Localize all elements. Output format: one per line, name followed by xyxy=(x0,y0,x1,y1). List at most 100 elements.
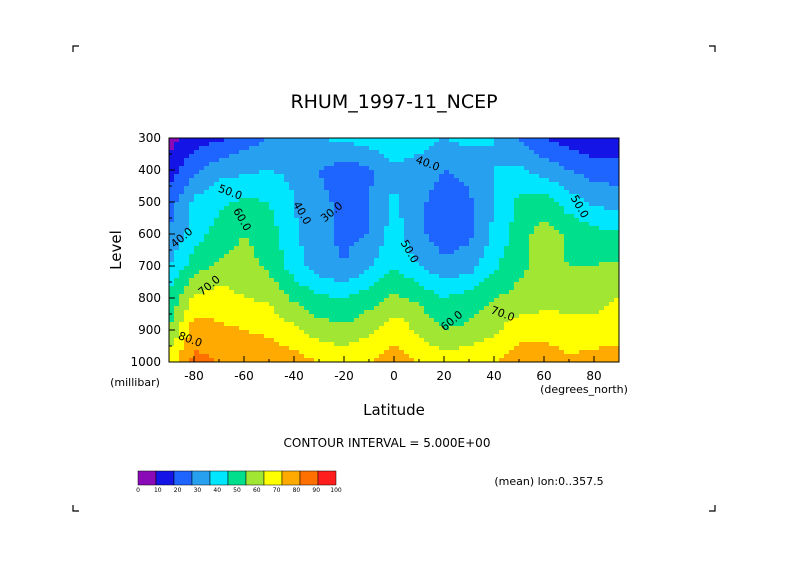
heatmap-cell xyxy=(189,218,195,223)
heatmap-cell xyxy=(434,322,440,327)
heatmap-cell xyxy=(404,330,410,335)
heatmap-cell xyxy=(289,346,295,351)
heatmap-cell xyxy=(359,354,365,359)
heatmap-cell xyxy=(579,154,585,159)
heatmap-cell xyxy=(614,354,620,359)
heatmap-cell xyxy=(259,282,265,287)
heatmap-cell xyxy=(354,178,360,183)
heatmap-cell xyxy=(424,198,430,203)
heatmap-cell xyxy=(214,346,220,351)
heatmap-cell xyxy=(354,334,360,339)
heatmap-cell xyxy=(454,190,460,195)
heatmap-cell xyxy=(549,146,555,151)
heatmap-cell xyxy=(359,306,365,311)
heatmap-cell xyxy=(254,294,260,299)
heatmap-cell xyxy=(594,182,600,187)
heatmap-cell xyxy=(614,330,620,335)
heatmap-cell xyxy=(429,346,435,351)
heatmap-cell xyxy=(404,294,410,299)
heatmap-cell xyxy=(474,274,480,279)
heatmap-cell xyxy=(179,210,185,215)
heatmap-cell xyxy=(449,214,455,219)
heatmap-cell xyxy=(444,170,450,175)
heatmap-cell xyxy=(324,318,330,323)
heatmap-cell xyxy=(544,174,550,179)
heatmap-cell xyxy=(229,142,235,147)
heatmap-cell xyxy=(489,354,495,359)
heatmap-cell xyxy=(569,178,575,183)
heatmap-cell xyxy=(369,342,375,347)
heatmap-cell xyxy=(414,318,420,323)
heatmap-cell xyxy=(509,194,515,199)
heatmap-cell xyxy=(264,354,270,359)
heatmap-cell xyxy=(574,322,580,327)
heatmap-cell xyxy=(299,338,305,343)
heatmap-cell xyxy=(264,238,270,243)
heatmap-cell xyxy=(594,210,600,215)
heatmap-cell xyxy=(319,302,325,307)
heatmap-cell xyxy=(579,218,585,223)
heatmap-cell xyxy=(209,150,215,155)
heatmap-cell xyxy=(259,250,265,255)
heatmap-cell xyxy=(174,270,180,275)
heatmap-cell xyxy=(484,346,490,351)
heatmap-cell xyxy=(514,230,520,235)
heatmap-cell xyxy=(354,206,360,211)
heatmap-cell xyxy=(609,278,615,283)
heatmap-cell xyxy=(189,138,195,143)
heatmap-cell xyxy=(174,206,180,211)
heatmap-cell xyxy=(399,202,405,207)
heatmap-cell xyxy=(359,322,365,327)
heatmap-cell xyxy=(389,210,395,215)
heatmap-cell xyxy=(329,246,335,251)
heatmap-cell xyxy=(494,206,500,211)
heatmap-cell xyxy=(469,226,475,231)
heatmap-cell xyxy=(609,246,615,251)
heatmap-cell xyxy=(484,186,490,191)
heatmap-cell xyxy=(264,314,270,319)
heatmap-cell xyxy=(519,226,525,231)
heatmap-cell xyxy=(379,346,385,351)
heatmap-cell xyxy=(209,326,215,331)
heatmap-cell xyxy=(609,154,615,159)
heatmap-cell xyxy=(194,218,200,223)
heatmap-cell xyxy=(369,310,375,315)
heatmap-cell xyxy=(174,150,180,155)
heatmap-cell xyxy=(269,282,275,287)
heatmap-cell xyxy=(559,138,565,143)
heatmap-cell xyxy=(204,286,210,291)
heatmap-cell xyxy=(254,314,260,319)
heatmap-cell xyxy=(434,262,440,267)
heatmap-cell xyxy=(399,170,405,175)
heatmap-cell xyxy=(349,302,355,307)
heatmap-cell xyxy=(354,294,360,299)
heatmap-cell xyxy=(209,186,215,191)
heatmap-cell xyxy=(504,214,510,219)
heatmap-cell xyxy=(514,186,520,191)
heatmap-cell xyxy=(599,250,605,255)
heatmap-cell xyxy=(204,330,210,335)
heatmap-cell xyxy=(524,150,530,155)
heatmap-cell xyxy=(409,234,415,239)
heatmap-cell xyxy=(409,142,415,147)
heatmap-cell xyxy=(214,310,220,315)
heatmap-cell xyxy=(479,290,485,295)
heatmap-cell xyxy=(329,182,335,187)
heatmap-cell xyxy=(589,310,595,315)
heatmap-cell xyxy=(214,190,220,195)
heatmap-cell xyxy=(369,242,375,247)
heatmap-cell xyxy=(389,354,395,359)
heatmap-cell xyxy=(294,338,300,343)
heatmap-cell xyxy=(184,222,190,227)
heatmap-cell xyxy=(244,226,250,231)
heatmap-cell xyxy=(544,330,550,335)
heatmap-cell xyxy=(459,326,465,331)
heatmap-cell xyxy=(234,214,240,219)
heatmap-cell xyxy=(294,322,300,327)
heatmap-cell xyxy=(309,306,315,311)
heatmap-cell xyxy=(379,190,385,195)
heatmap-cell xyxy=(254,222,260,227)
heatmap-cell xyxy=(474,190,480,195)
heatmap-cell xyxy=(599,222,605,227)
heatmap-cell xyxy=(339,174,345,179)
